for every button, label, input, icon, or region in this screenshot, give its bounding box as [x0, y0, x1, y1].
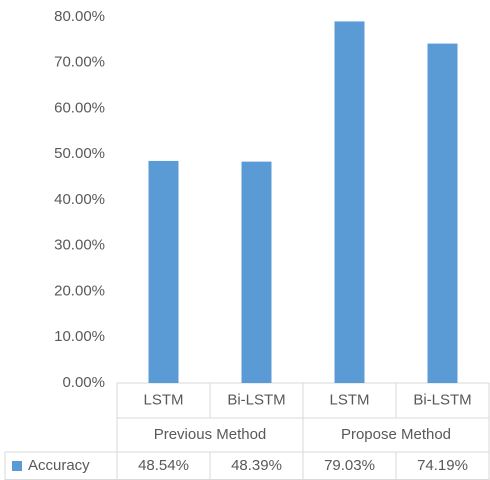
group-label: Propose Method	[341, 426, 451, 443]
legend-swatch	[12, 461, 22, 471]
data-label: 79.03%	[324, 457, 375, 474]
y-tick-label: 50.00%	[54, 145, 105, 162]
bar	[334, 21, 365, 384]
y-tick-label: 60.00%	[54, 99, 105, 116]
y-tick-label: 20.00%	[54, 282, 105, 299]
data-label: 48.39%	[231, 457, 282, 474]
group-label: Previous Method	[154, 426, 267, 443]
x-tick-label: Bi-LSTM	[413, 391, 471, 408]
y-tick-label: 80.00%	[54, 8, 105, 25]
data-label: 48.54%	[138, 457, 189, 474]
bar	[148, 160, 179, 383]
y-tick-label: 0.00%	[62, 374, 105, 391]
y-tick-label: 70.00%	[54, 54, 105, 71]
x-tick-label: LSTM	[143, 391, 183, 408]
y-tick-label: 30.00%	[54, 237, 105, 254]
x-tick-label: Bi-LSTM	[227, 391, 285, 408]
data-label: 74.19%	[417, 457, 468, 474]
y-tick-label: 40.00%	[54, 191, 105, 208]
x-tick-label: LSTM	[329, 391, 369, 408]
bar	[427, 43, 458, 383]
legend-label: Accuracy	[28, 457, 90, 474]
y-tick-label: 10.00%	[54, 328, 105, 345]
bar	[241, 161, 272, 383]
